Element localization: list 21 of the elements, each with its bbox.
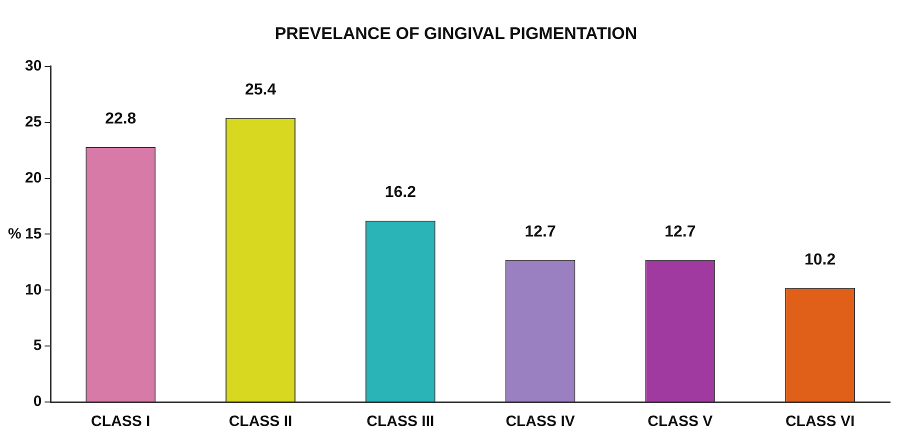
x-tick-label: CLASS VI: [785, 413, 855, 430]
y-tick-label: 0: [33, 393, 42, 410]
data-label: 25.4: [244, 81, 276, 98]
data-label: 12.7: [524, 223, 556, 240]
data-label: 22.8: [105, 110, 136, 128]
x-tick-label: CLASS I: [91, 413, 150, 430]
data-label: 16.2: [384, 184, 416, 202]
data-label: 12.7: [664, 223, 696, 240]
x-tick-label: CLASS III: [366, 413, 434, 430]
x-tick-label: CLASS V: [648, 413, 713, 430]
y-tick-label: 20: [24, 169, 42, 186]
y-tick-label: 15: [24, 225, 42, 242]
x-tick-label: CLASS II: [228, 413, 292, 430]
y-tick-label: 25: [24, 113, 42, 130]
y-tick-label: 30: [24, 58, 42, 75]
y-tick-label: 10: [24, 281, 42, 298]
y-tick-label: 5: [33, 337, 42, 354]
chart-title: PREVELANCE OF GINGIVAL PIGMENTATION: [274, 24, 638, 43]
data-label: 10.2: [804, 251, 836, 268]
y-axis-title: %: [8, 225, 22, 242]
x-tick-label: CLASS IV: [506, 413, 575, 430]
